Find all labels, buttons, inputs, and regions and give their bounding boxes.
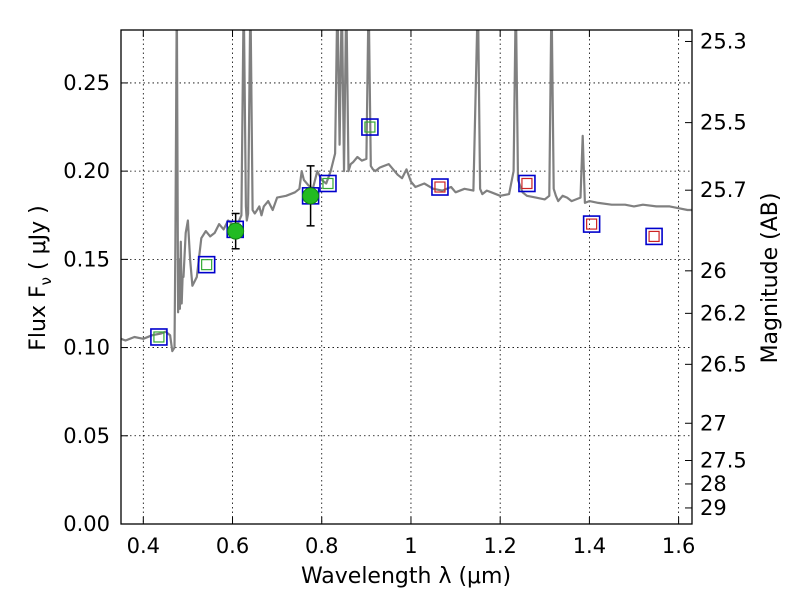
y-tick-label: 0.20 xyxy=(63,159,110,183)
y-tick-label: 0.10 xyxy=(63,336,110,360)
model-marker-outer xyxy=(645,227,663,246)
y-tick-label: 0.25 xyxy=(63,71,110,95)
x-tick-label: 0.8 xyxy=(305,534,338,558)
model-marker-inner-green xyxy=(322,177,334,190)
model-marker-inner-red xyxy=(648,230,660,243)
x-tick-label: 0.6 xyxy=(216,534,249,558)
right-tick-label: 27 xyxy=(700,411,727,435)
photometry-point xyxy=(227,222,245,240)
series-layer xyxy=(121,30,692,353)
y-axis-label-main: Flux F xyxy=(26,285,51,350)
model-marker-outer xyxy=(197,255,216,274)
x-tick-label: 0.4 xyxy=(127,534,160,558)
y-tick-label: 0.05 xyxy=(63,424,110,448)
model-marker-outer xyxy=(361,118,379,136)
model-marker-outer xyxy=(431,178,449,196)
model-marker-outer xyxy=(582,215,601,233)
right-tick-label: 25.5 xyxy=(700,111,747,135)
x-tick-label: 1.2 xyxy=(483,534,516,558)
y-axis-label-unit: ( μJy ) xyxy=(26,205,51,277)
model-marker-inner-red xyxy=(521,177,533,190)
x-tick-label: 1.4 xyxy=(573,534,606,558)
ticks-layer: 0.4 0.6 0.8 1 1.2 1.4 1.6 0.00 0.05 0.10 0.15 0.20 0… xyxy=(63,29,747,558)
plot-frame xyxy=(120,29,693,525)
right-axis-label: Magnitude (AB) xyxy=(758,193,783,364)
right-tick-label: 26 xyxy=(700,259,727,283)
right-tick-label: 28 xyxy=(700,472,727,496)
points-layer xyxy=(150,118,663,346)
y-tick-label: 0.00 xyxy=(63,512,110,536)
model-marker-outer xyxy=(150,328,168,346)
model-marker-outer xyxy=(319,174,337,193)
y-axis-label: Flux Fν ( μJy ) xyxy=(26,205,55,350)
model-marker-inner-green xyxy=(153,331,165,343)
right-tick-label: 26.5 xyxy=(700,352,747,376)
model-marker-inner-red xyxy=(434,181,446,193)
right-tick-label: 29 xyxy=(700,496,727,520)
x-axis-label: Wavelength λ (μm) xyxy=(301,564,511,589)
model-marker-inner-green xyxy=(364,121,376,133)
sed-line xyxy=(121,30,692,353)
right-tick-label: 26.2 xyxy=(700,301,747,325)
right-tick-label: 25.7 xyxy=(700,178,747,202)
right-tick-label: 25.3 xyxy=(700,29,747,53)
x-tick-label: 1.6 xyxy=(662,534,695,558)
right-tick-label: 27.5 xyxy=(700,448,747,472)
model-marker-inner-green xyxy=(201,259,213,271)
model-marker-outer xyxy=(518,174,536,193)
y-axis-label-subscript: ν xyxy=(37,277,55,285)
model-marker-inner-red xyxy=(586,218,598,230)
y-tick-label: 0.15 xyxy=(63,247,110,271)
x-tick-label: 1 xyxy=(404,534,417,558)
photometry-point xyxy=(302,187,320,205)
